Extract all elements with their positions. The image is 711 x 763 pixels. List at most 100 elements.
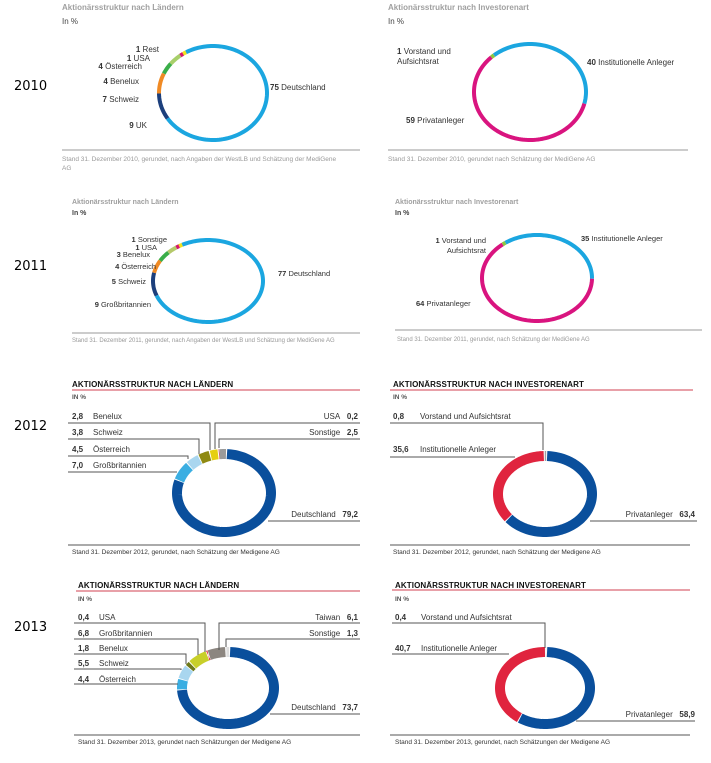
category: Privatanleger — [426, 299, 471, 308]
data-label: 3 Benelux — [117, 250, 150, 260]
donut-segment-benelux — [162, 62, 173, 75]
data-label: 77 Deutschland — [278, 269, 330, 279]
category: Institutionelle Anleger — [591, 234, 663, 243]
leader-line — [74, 638, 199, 655]
chart-title: Aktionärsstruktur nach Investorenart — [388, 3, 529, 12]
category: Privatanleger — [625, 710, 673, 719]
category: Schweiz — [99, 659, 129, 668]
donut-segment-schweiz — [178, 665, 194, 682]
category: Sonstige — [309, 428, 341, 437]
footnote: Stand 31. Dezember 2013, gerundet, nach … — [395, 739, 611, 746]
donut-segment-österreich — [176, 678, 188, 690]
data-label: 40 Institutionelle Anleger — [587, 58, 674, 68]
value: 5 — [111, 277, 116, 286]
category: Rest — [142, 45, 159, 54]
value: 63,4 — [679, 510, 695, 519]
donut-segment-sonstige — [178, 242, 183, 248]
data-label: 35 Institutionelle Anleger — [581, 234, 663, 244]
category: Schweiz — [118, 277, 146, 286]
chart-title: Aktionärsstruktur nach Ländern — [72, 199, 179, 206]
category: Benelux — [110, 77, 139, 86]
donut-segment-usa — [179, 52, 185, 58]
category: Österreich — [93, 445, 130, 454]
value: 7,0 — [72, 461, 84, 470]
donut-segment-privatanleger — [479, 242, 594, 324]
data-label: 4 Benelux — [103, 77, 139, 87]
data-label: 9 UK — [129, 121, 147, 131]
year-label: 2011 — [14, 259, 48, 274]
chart-title: Aktionärsstruktur nach Investorenart — [395, 199, 519, 206]
year-label: 2013 — [14, 620, 48, 635]
category: Privatanleger — [625, 510, 673, 519]
chart-title: AKTIONÄRSSTRUKTUR NACH LÄNDERN — [72, 380, 234, 389]
data-label: 1 Vorstand und Aufsichtsrat — [397, 47, 472, 67]
value: 3 — [116, 250, 121, 259]
donut-segment-rest — [182, 50, 187, 56]
data-label: 64 Privatanleger — [416, 299, 471, 309]
category: Vorstand und Aufsichtsrat — [397, 47, 451, 66]
category: Benelux — [122, 250, 150, 259]
chart-subtitle: IN % — [72, 394, 87, 401]
category: Großbritannien — [100, 300, 151, 309]
leader-line — [225, 638, 360, 647]
donut-segment-deutschland — [154, 237, 266, 325]
footnote: Stand 31. Dezember 2010, gerundet nach S… — [388, 156, 596, 163]
data-label: Taiwan 6,1 — [315, 613, 358, 623]
category: Vorstand und Aufsichtsrat — [441, 236, 486, 255]
donut-segment-großbritannien — [189, 651, 210, 669]
category: Deutschland — [281, 83, 326, 92]
value: 79,2 — [342, 510, 358, 519]
donut-segment-vorstand-und-aufsichtsrat — [490, 53, 496, 59]
data-label: 4 Österreich — [115, 262, 156, 272]
value: 1 — [135, 45, 141, 54]
value: 64 — [416, 299, 425, 308]
data-label: 1 Rest — [136, 45, 159, 55]
donut-segment-österreich — [169, 53, 182, 66]
donut-segment-schweiz — [157, 72, 166, 94]
category: USA — [323, 412, 341, 421]
donut-segment-deutschland — [177, 647, 280, 730]
value: 5,5 — [78, 659, 90, 668]
data-label: USA 0,2 — [324, 412, 358, 422]
value: 4 — [103, 77, 108, 86]
donut-segment-privatanleger — [505, 451, 598, 538]
data-label: 1 USA — [135, 243, 157, 253]
value: 75 — [270, 83, 279, 92]
value: 1 — [435, 236, 440, 245]
value: 1,8 — [78, 644, 90, 653]
data-label: 9 Großbritannien — [95, 300, 151, 310]
data-label: Sonstige 2,5 — [309, 428, 358, 438]
data-label: 1 Sonstige — [132, 235, 167, 245]
leader-line — [68, 455, 189, 459]
data-label: 7 Schweiz — [103, 95, 139, 105]
category: Sonstige — [137, 235, 167, 244]
donut-segment-deutschland — [165, 43, 270, 143]
leader-line — [392, 622, 546, 648]
footnote: Stand 31. Dezember 2012, gerundet, nach … — [72, 549, 280, 556]
data-label: 4,4 Österreich — [78, 675, 136, 685]
value: 1 — [126, 54, 132, 63]
category: Österreich — [121, 262, 156, 271]
donut-segment-privatanleger — [471, 55, 587, 143]
donut-segment-österreich — [158, 250, 170, 262]
category: Deutschland — [291, 703, 336, 712]
category: UK — [135, 121, 147, 130]
category: Benelux — [93, 412, 122, 421]
donut-segment-deutschland — [171, 449, 277, 538]
donut-segment-vorstand-und-aufsichtsrat — [501, 241, 507, 247]
data-label: 1,8 Benelux — [78, 644, 128, 654]
leader-line — [74, 668, 182, 670]
donut-segment-institutionelle-anleger — [494, 647, 546, 722]
value: 4,5 — [72, 445, 84, 454]
value: 4 — [98, 62, 103, 71]
value: 77 — [278, 269, 287, 278]
value: 35 — [581, 234, 590, 243]
title-rules — [72, 389, 693, 592]
category: Privatanleger — [417, 116, 465, 125]
category: Vorstand und Aufsichtsrat — [421, 613, 512, 622]
category: Österreich — [99, 675, 136, 684]
chart-subtitle: In % — [62, 17, 79, 26]
donut-segment-usa — [175, 244, 181, 250]
data-label: Privatanleger 58,9 — [626, 710, 695, 720]
